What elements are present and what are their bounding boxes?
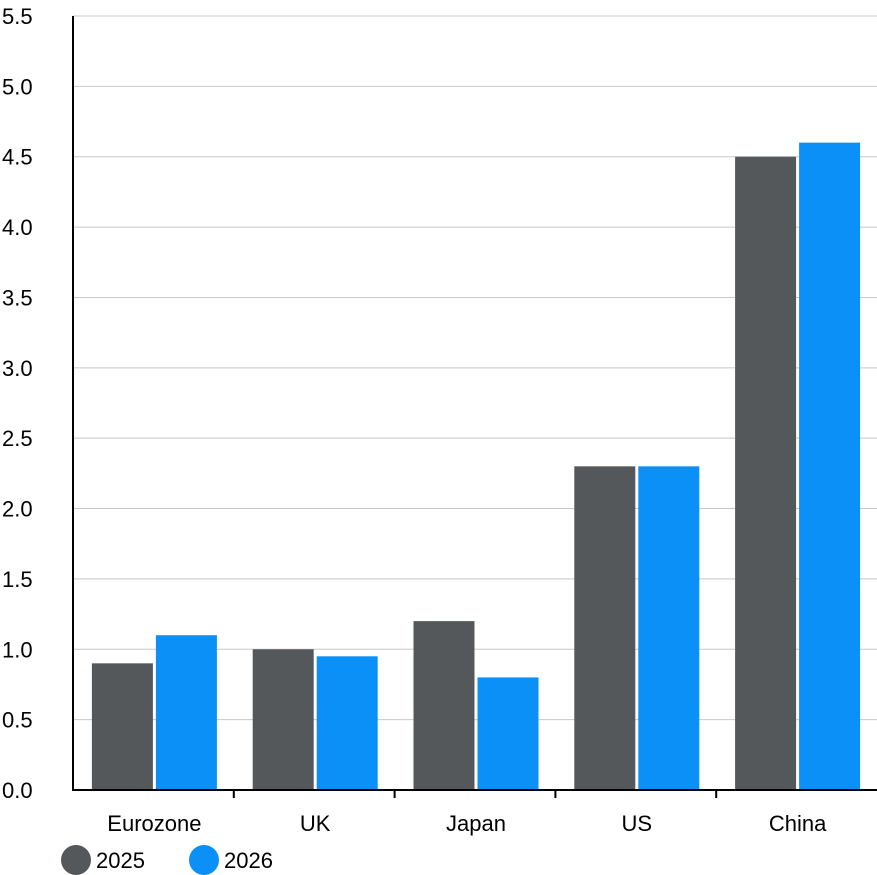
bar-eurozone-2025 (91, 663, 153, 790)
bar-japan-2026 (477, 677, 539, 790)
x-tick-label: Eurozone (107, 811, 201, 836)
y-tick-label: 4.0 (2, 215, 33, 240)
y-tick-label: 3.5 (2, 285, 33, 310)
x-tick-label: UK (300, 811, 331, 836)
x-tick-label: China (769, 811, 827, 836)
y-tick-label: 5.0 (2, 74, 33, 99)
bar-uk-2026 (316, 656, 378, 790)
bar-china-2025 (735, 156, 797, 790)
legend-swatch-2025 (61, 845, 91, 875)
legend-swatch-2026 (189, 845, 219, 875)
y-tick-labels: 0.0 0.5 1.0 1.5 2.0 2.5 3.0 3.5 4.0 4.5 5.0 5.5 (2, 4, 33, 803)
y-tick-label: 1.5 (2, 567, 33, 592)
legend-label-2026: 2026 (224, 848, 273, 873)
legend-label-2025: 2025 (96, 848, 145, 873)
y-tick-label: 2.0 (2, 497, 33, 522)
y-tick-label: 0.5 (2, 708, 33, 733)
y-tick-label: 1.0 (2, 637, 33, 662)
legend: 2025 2026 (61, 845, 273, 875)
bars (91, 142, 861, 790)
axes (72, 16, 877, 798)
bar-us-2025 (574, 466, 636, 790)
bar-china-2026 (799, 142, 861, 790)
x-tick-labels: Eurozone UK Japan US China (107, 811, 827, 836)
y-tick-label: 4.5 (2, 145, 33, 170)
bar-japan-2025 (413, 621, 475, 790)
x-tick-label: US (622, 811, 653, 836)
bar-us-2026 (638, 466, 700, 790)
bar-uk-2025 (252, 649, 314, 790)
y-tick-label: 2.5 (2, 426, 33, 451)
x-tick-label: Japan (446, 811, 506, 836)
y-tick-label: 5.5 (2, 4, 33, 29)
bar-eurozone-2026 (155, 635, 217, 790)
y-tick-label: 3.0 (2, 356, 33, 381)
y-tick-label: 0.0 (2, 778, 33, 803)
